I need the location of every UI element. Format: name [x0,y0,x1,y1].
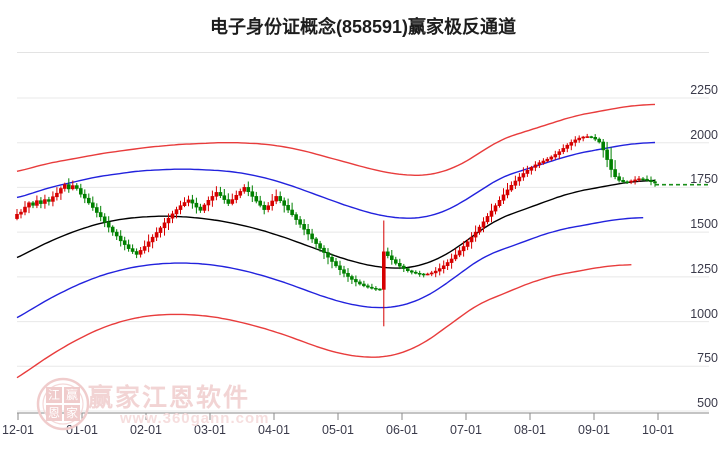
candlestick-series [15,133,657,327]
x-axis-tick-label: 07-01 [450,423,482,437]
x-axis-tick-label: 08-01 [514,423,546,437]
y-axis-tick-label: 1250 [690,261,718,276]
x-axis-tick-label: 03-01 [194,423,226,437]
x-axis-tick-label: 09-01 [578,423,610,437]
axes [17,412,709,420]
x-axis-tick-label: 05-01 [322,423,354,437]
x-axis-tick-label: 02-01 [130,423,162,437]
page-title: 电子身份证概念(858591)赢家极反通道 [209,17,517,37]
x-axis-tick-label: 04-01 [258,423,290,437]
x-axis-tick-label: 06-01 [386,423,418,437]
y-axis-tick-label: 1000 [690,306,718,321]
y-axis-tick-label: 750 [697,351,718,366]
x-axis-tick-label: 10-01 [642,423,674,437]
y-axis-tick-label: 2000 [690,127,718,142]
y-axis-tick-label: 500 [697,396,718,410]
header-divider [17,52,709,53]
y-axis-tick-label: 1750 [690,172,718,187]
gridlines [17,97,709,412]
channel-bands [16,103,656,379]
x-axis-tick-label: 01-01 [66,423,98,437]
x-axis-tick-label: 12-01 [2,423,34,437]
y-axis-tick-label: 2250 [690,83,718,97]
y-axis-tick-label: 1500 [690,217,718,232]
